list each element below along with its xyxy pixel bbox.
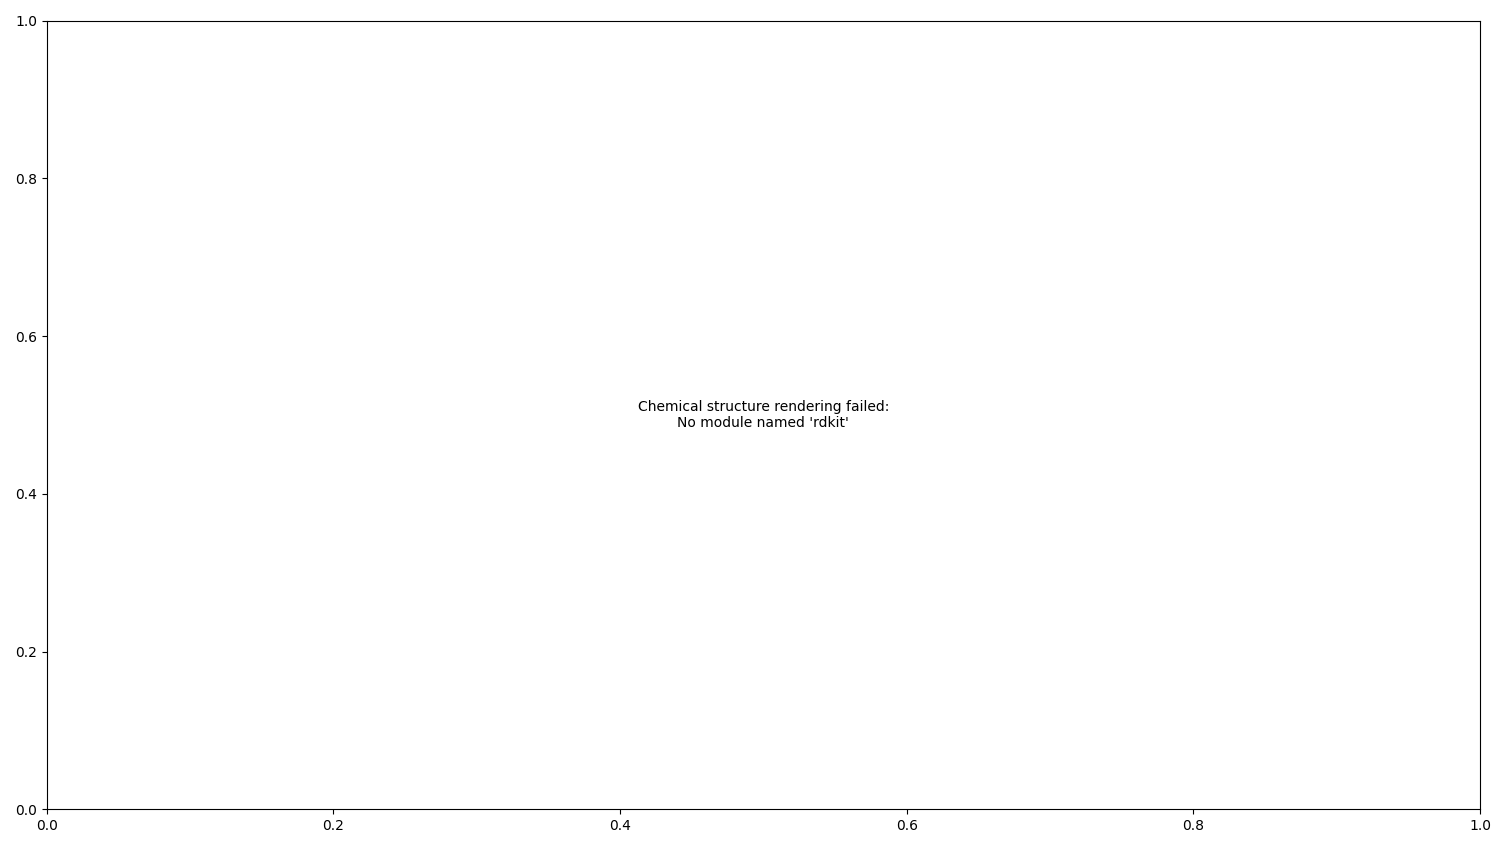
Text: Chemical structure rendering failed:
No module named 'rdkit': Chemical structure rendering failed: No …: [637, 399, 889, 430]
